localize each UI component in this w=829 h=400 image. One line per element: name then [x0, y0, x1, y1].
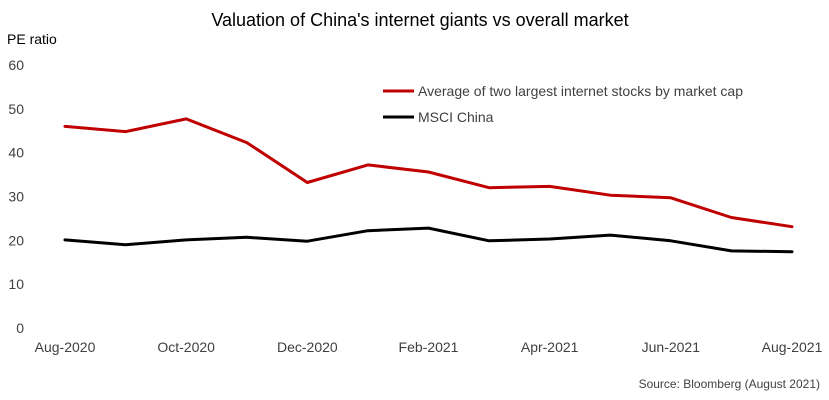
y-tick-label: 30 — [8, 189, 24, 205]
x-tick-label: Aug-2021 — [762, 339, 823, 355]
x-tick-label: Feb-2021 — [399, 339, 459, 355]
y-tick-label: 60 — [8, 57, 24, 73]
legend: Average of two largest internet stocks b… — [383, 83, 743, 125]
legend-label: Average of two largest internet stocks b… — [418, 83, 743, 99]
chart-title: Valuation of China's internet giants vs … — [211, 10, 628, 30]
x-tick-label: Dec-2020 — [277, 339, 338, 355]
y-tick-label: 20 — [8, 232, 24, 248]
x-axis-ticks: Aug-2020 Oct-2020 Dec-2020 Feb-2021 Apr-2021… — [35, 339, 823, 355]
x-tick-label: Aug-2020 — [35, 339, 96, 355]
series-line-2 — [63, 226, 794, 254]
x-tick-label: Apr-2021 — [521, 339, 579, 355]
y-tick-label: 50 — [8, 101, 24, 117]
y-tick-label: 10 — [8, 276, 24, 292]
y-tick-label: 0 — [16, 320, 24, 336]
x-tick-label: Jun-2021 — [642, 339, 701, 355]
series-lines — [63, 117, 794, 254]
legend-label: MSCI China — [418, 109, 494, 125]
y-axis-label: PE ratio — [7, 31, 57, 47]
y-axis-ticks: 0 10 20 30 40 50 60 — [8, 57, 24, 336]
series-line-1 — [63, 117, 794, 229]
y-tick-label: 40 — [8, 145, 24, 161]
source-note: Source: Bloomberg (August 2021) — [639, 377, 820, 391]
x-tick-label: Oct-2020 — [157, 339, 215, 355]
